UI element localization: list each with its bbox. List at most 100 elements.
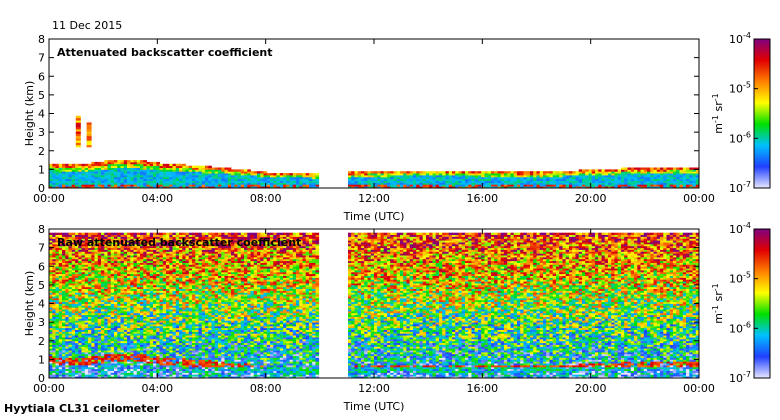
- heatmap-cell: [253, 173, 258, 176]
- heatmap-cell: [149, 271, 154, 275]
- heatmap-cell: [84, 353, 89, 357]
- heatmap-cell: [695, 175, 699, 178]
- heatmap-cell: [84, 309, 89, 312]
- heatmap-cell: [481, 176, 485, 180]
- site-label: Hyytiala CL31 ceilometer: [4, 402, 160, 415]
- heatmap-cell: [68, 266, 73, 269]
- heatmap-cell: [227, 169, 232, 172]
- heatmap-cell: [62, 350, 66, 353]
- heatmap-cell: [153, 350, 157, 353]
- heatmap-cell: [539, 175, 544, 178]
- heatmap-cell: [94, 238, 99, 241]
- heatmap-cell: [237, 180, 242, 183]
- heatmap-cell: [117, 292, 121, 295]
- heatmap-cell: [58, 264, 63, 267]
- heatmap-cell: [78, 165, 82, 168]
- heatmap-cell: [244, 186, 248, 188]
- heatmap-cell: [689, 169, 693, 172]
- heatmap-cell: [315, 180, 320, 183]
- heatmap-cell: [559, 182, 563, 185]
- heatmap-cell: [370, 171, 375, 174]
- heatmap-cell: [617, 171, 622, 174]
- heatmap-cell: [549, 171, 554, 174]
- heatmap-cell: [312, 182, 316, 185]
- heatmap-cell: [143, 247, 147, 250]
- heatmap-cell: [104, 348, 108, 351]
- heatmap-cell: [94, 271, 99, 275]
- heatmap-cell: [62, 255, 66, 258]
- heatmap-cell: [374, 186, 378, 188]
- heatmap-cell: [110, 266, 115, 269]
- heatmap-cell: [461, 184, 466, 187]
- heatmap-cell: [153, 316, 157, 319]
- heatmap-cell: [88, 370, 92, 373]
- heatmap-cell: [143, 279, 147, 282]
- heatmap-cell: [120, 350, 125, 353]
- heatmap-cell: [117, 310, 121, 314]
- heatmap-cell: [65, 175, 69, 178]
- heatmap-cell: [91, 361, 95, 364]
- heatmap-cell: [104, 337, 108, 340]
- heatmap-cell: [104, 366, 108, 370]
- heatmap-cell: [452, 184, 456, 187]
- heatmap-cell: [91, 299, 95, 303]
- heatmap-cell: [81, 320, 86, 323]
- heatmap-cell: [130, 277, 134, 280]
- heatmap-cell: [127, 273, 131, 276]
- heatmap-cell: [552, 176, 557, 180]
- heatmap-cell: [598, 173, 602, 176]
- heatmap-cell: [149, 264, 154, 267]
- heatmap-cell: [543, 184, 547, 187]
- heatmap-cell: [627, 186, 632, 188]
- heatmap-cell: [536, 171, 541, 174]
- heatmap-cell: [159, 186, 164, 188]
- heatmap-cell: [75, 337, 79, 340]
- heatmap-cell: [361, 173, 365, 176]
- heatmap-cell: [55, 310, 60, 314]
- heatmap-cell: [49, 376, 53, 378]
- heatmap-cell: [65, 376, 69, 378]
- heatmap-cell: [49, 186, 53, 188]
- heatmap-cell: [107, 258, 112, 262]
- heatmap-cell: [283, 182, 287, 185]
- heatmap-cell: [55, 327, 60, 330]
- heatmap-cell: [62, 249, 66, 252]
- heatmap-cell: [552, 178, 557, 181]
- heatmap-cell: [94, 299, 99, 303]
- heatmap-cell: [166, 180, 170, 183]
- heatmap-cell: [487, 178, 492, 181]
- heatmap-cell: [110, 242, 115, 245]
- heatmap-cell: [198, 175, 203, 178]
- heatmap-cell: [474, 175, 479, 178]
- heatmap-cell: [143, 266, 147, 269]
- heatmap-cell: [75, 305, 79, 308]
- heatmap-cell: [68, 242, 73, 245]
- heatmap-cell: [572, 175, 576, 178]
- heatmap-cell: [88, 335, 92, 338]
- heatmap-cell: [107, 344, 112, 347]
- heatmap-cell: [630, 184, 635, 187]
- heatmap-cell: [403, 182, 407, 185]
- heatmap-cell: [75, 297, 79, 301]
- heatmap-cell: [195, 180, 199, 183]
- heatmap-cell: [101, 184, 105, 187]
- heatmap-cell: [71, 361, 76, 364]
- heatmap-cell: [117, 340, 121, 344]
- heatmap-cell: [130, 173, 134, 176]
- heatmap-cell: [513, 176, 518, 180]
- heatmap-cell: [110, 290, 115, 293]
- heatmap-cell: [75, 325, 79, 329]
- heatmap-cell: [140, 173, 144, 176]
- heatmap-cell: [266, 178, 271, 181]
- heatmap-cell: [55, 184, 60, 187]
- heatmap-cell: [101, 342, 105, 345]
- heatmap-cell: [611, 176, 615, 180]
- heatmap-cell: [487, 182, 492, 185]
- heatmap-cell: [562, 173, 567, 176]
- heatmap-cell: [62, 307, 66, 310]
- heatmap-cell: [588, 176, 593, 180]
- heatmap-cell: [68, 245, 73, 249]
- heatmap-cell: [429, 186, 433, 188]
- heatmap-cell: [617, 182, 622, 185]
- heatmap-cell: [101, 262, 105, 265]
